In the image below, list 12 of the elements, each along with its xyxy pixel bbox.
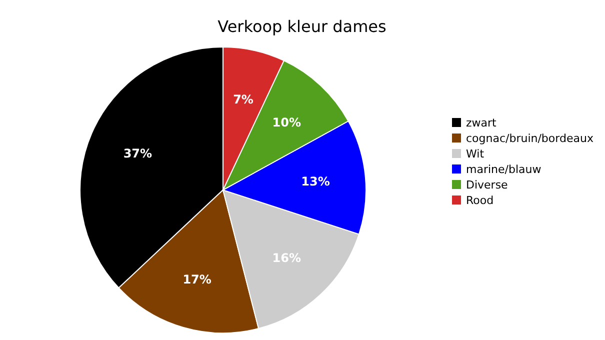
legend-label: Wit: [466, 148, 485, 160]
data-label: 13%: [301, 174, 330, 188]
legend-label: marine/blauw: [466, 163, 542, 176]
legend-label: Rood: [466, 194, 494, 207]
chart-title: Verkoop kleur dames: [218, 17, 386, 36]
data-label: 17%: [182, 272, 212, 286]
legend-label: Diverse: [466, 178, 508, 192]
data-label: 37%: [123, 146, 152, 160]
data-label: 10%: [272, 115, 301, 130]
legend-label: zwart: [466, 116, 498, 130]
data-label: 7%: [233, 92, 254, 106]
legend-label: cognac/bruin/bordeaux: [466, 132, 594, 145]
